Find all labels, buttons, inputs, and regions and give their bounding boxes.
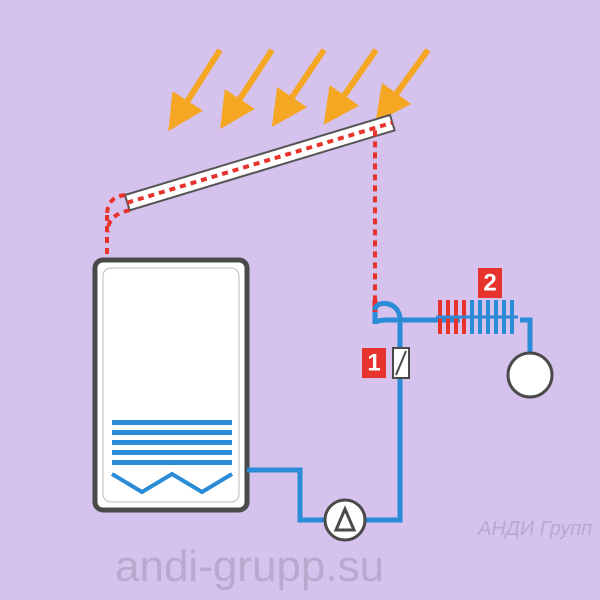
label-2: 2 (483, 270, 496, 297)
expansion-vessel (508, 353, 552, 397)
solar-heating-diagram: 12 (0, 0, 600, 600)
tank-coil-bar (112, 430, 232, 435)
tank-coil-bar (112, 460, 232, 465)
tank-coil-bar (112, 420, 232, 425)
tank-coil-bar (112, 450, 232, 455)
label-1: 1 (367, 350, 380, 377)
tank-coil-bar (112, 440, 232, 445)
